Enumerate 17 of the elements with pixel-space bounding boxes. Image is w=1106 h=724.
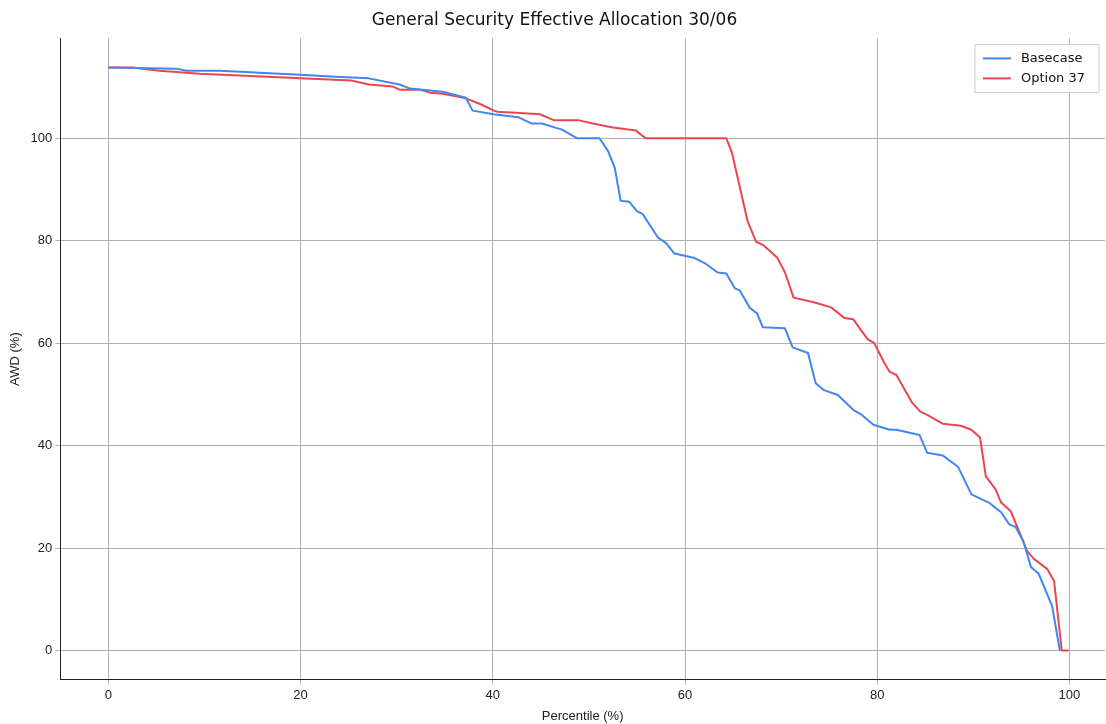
x-tick-label: 60 [677, 687, 693, 703]
y-tick-label: 40 [37, 437, 53, 453]
legend-label: Option 37 [1020, 69, 1085, 85]
y-tick-label: 20 [37, 539, 53, 555]
x-axis-title: Percentile (%) [541, 707, 624, 723]
x-tick-label: 0 [104, 687, 112, 703]
y-tick-label: 80 [37, 232, 53, 248]
y-axis-title: AWD (%) [7, 332, 23, 386]
y-tick-label: 0 [45, 642, 53, 658]
x-tick-label: 100 [1058, 687, 1081, 703]
legend-label: Basecase [1020, 49, 1083, 65]
y-tick-label: 60 [37, 334, 53, 350]
x-tick-label: 80 [869, 687, 885, 703]
y-tick-label: 100 [30, 129, 53, 145]
x-tick-label: 40 [485, 687, 501, 703]
x-tick-label: 20 [293, 687, 308, 703]
chart-title: General Security Effective Allocation 30/06 [371, 8, 738, 29]
